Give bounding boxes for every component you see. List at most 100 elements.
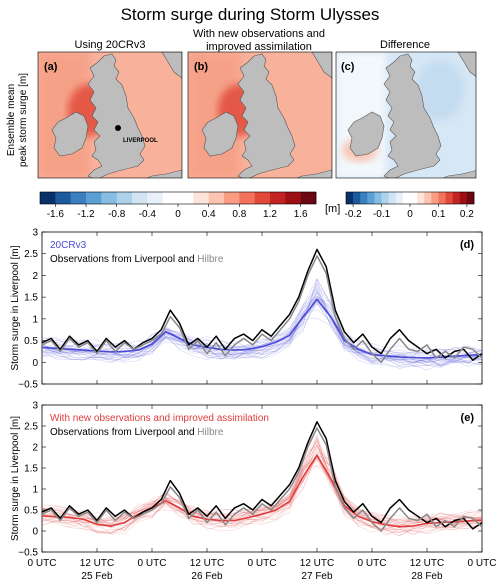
- ensemble-member-line: [41, 453, 483, 534]
- x-tick-label: 0 UTC: [138, 558, 167, 569]
- liverpool-obs-line: [41, 248, 483, 361]
- map-a-title: Using 20CRv3: [75, 39, 146, 51]
- panel-letter: (d): [460, 239, 474, 251]
- y-tick-label: 1: [32, 314, 38, 325]
- colorbar-swatch: [431, 192, 439, 204]
- colorbar-swatch: [285, 192, 301, 204]
- y-tick-label: 2.5: [24, 249, 38, 260]
- colorbar-swatch: [254, 192, 271, 204]
- y-tick-label: −0.5: [18, 548, 38, 559]
- y-tick-label: 1: [32, 485, 38, 496]
- colorbar-swatch: [388, 192, 397, 204]
- x-tick-label: 0 UTC: [248, 558, 277, 569]
- ensemble-member-line: [41, 278, 483, 354]
- colorbar-swatch: [300, 192, 317, 204]
- colorbar-tick-label: 0.2: [460, 209, 474, 220]
- x-tick-label: 12 UTC: [80, 558, 114, 569]
- ensemble-member-line: [41, 460, 483, 537]
- chart-panel-e: −0.5 0 0.5 1 1.5 2 2.5 3 0 UTC 12 UTC 25 Feb 0 UTC 1…: [10, 401, 496, 583]
- colorbar-swatch: [270, 192, 286, 204]
- map-b-letter: (b): [194, 61, 208, 73]
- colorbar-tick-label: 1.2: [263, 209, 277, 220]
- colorbar-swatch: [353, 192, 361, 204]
- liverpool-obs-line: [41, 421, 483, 530]
- ensemble-member-line: [41, 308, 483, 367]
- ensemble-member-line: [41, 301, 483, 366]
- plot-area: [41, 404, 483, 553]
- map-panel-c: (c): [335, 51, 477, 179]
- ensemble-member-line: [41, 297, 483, 358]
- ensemble-member-line: [41, 452, 483, 524]
- y-tick-label: 0: [32, 358, 38, 369]
- ensemble-member-line: [41, 317, 483, 371]
- colorbar-tick-label: 0: [407, 209, 413, 220]
- colorbar-swatch: [116, 192, 133, 204]
- colorbar-swatch: [70, 192, 87, 204]
- colorbar-swatch: [346, 192, 354, 204]
- liverpool-marker: [115, 125, 121, 131]
- x-tick-label: 12 UTC: [190, 558, 224, 569]
- colorbar-swatch: [193, 192, 209, 204]
- ensemble-member-line: [41, 457, 483, 536]
- ensemble-member-line: [41, 296, 483, 364]
- colorbar-swatch: [208, 192, 225, 204]
- map-a-letter: (a): [44, 61, 58, 73]
- colorbar-swatch: [466, 192, 475, 204]
- y-tick-label: 0.5: [24, 336, 38, 347]
- colorbar-tick-label: -0.1: [373, 209, 391, 220]
- ensemble-member-line: [41, 455, 483, 528]
- liverpool-label: LIVERPOOL: [123, 138, 158, 144]
- colorbar-swatch: [55, 192, 71, 204]
- colorbar-swatch: [424, 192, 432, 204]
- ensemble-member-line: [41, 299, 483, 355]
- colorbar-tick-label: 0.8: [232, 209, 246, 220]
- map-panel-a: LIVERPOOL (a): [37, 51, 183, 179]
- y-tick-label: 1.5: [24, 293, 38, 304]
- colorbar-swatch: [224, 192, 240, 204]
- colorbar-tick-label: 1.6: [294, 209, 308, 220]
- plot-area: [41, 231, 483, 385]
- ensemble-member-line: [41, 456, 483, 535]
- figure-title: Storm surge during Storm Ulysses: [121, 5, 380, 24]
- map-c-letter: (c): [341, 61, 355, 73]
- colorbar-main: -1.6 -1.2 -0.8 -0.4 0 0.4 0.8 1.2 1.6: [39, 191, 317, 220]
- map-b-title-line2: improved assimilation: [206, 41, 312, 53]
- hilbre-obs-line: [41, 427, 483, 532]
- legend-hilbre: Hilbre: [197, 427, 224, 438]
- x-date-label: 25 Feb: [81, 571, 113, 582]
- colorbar-swatch: [445, 192, 453, 204]
- ensemble-member-line: [41, 289, 483, 366]
- colorbar-swatch: [360, 192, 368, 204]
- x-tick-label: 12 UTC: [410, 558, 444, 569]
- y-tick-label: 2: [32, 443, 38, 454]
- ensemble-member-line: [41, 454, 483, 522]
- ensemble-member-line: [41, 444, 483, 524]
- colorbar-tick-label: 0: [175, 209, 181, 220]
- ensemble-member-line: [41, 303, 483, 367]
- colorbar-swatch: [417, 192, 425, 204]
- ensemble-member-line: [41, 451, 483, 536]
- legend-liverpool: Observations from Liverpool and: [50, 427, 197, 438]
- legend-model: With new observations and improved assim…: [50, 413, 269, 424]
- chart-panel-d: −0.5 0 0.5 1 1.5 2 2.5 3 Storm surge in Liverpoo…: [10, 228, 483, 391]
- colorbar-swatch: [381, 192, 389, 204]
- colorbar-swatch: [132, 192, 148, 204]
- y-tick-label: 3: [32, 228, 38, 239]
- colorbar-swatch: [374, 192, 382, 204]
- y-axis-label: Storm surge in Liverpool [m]: [10, 245, 21, 370]
- ensemble-member-line: [41, 441, 483, 530]
- ensemble-member-line: [41, 292, 483, 367]
- model-mean-line: [41, 454, 483, 528]
- colorbar-swatch: [402, 192, 411, 204]
- map-c-title: Difference: [380, 39, 430, 51]
- ensemble-member-line: [41, 295, 483, 354]
- ensemble-member-line: [41, 298, 483, 363]
- legend-observations: Observations from Liverpool and Hilbre: [50, 254, 224, 265]
- colorbar-swatch: [239, 192, 255, 204]
- x-date-label: 27 Feb: [301, 571, 333, 582]
- colorbar-swatch: [438, 192, 446, 204]
- colorbar-diff: -0.2 -0.1 0 0.1 0.2: [344, 191, 475, 220]
- colorbar-tick-label: 0.1: [431, 209, 445, 220]
- x-date-label: 26 Feb: [191, 571, 223, 582]
